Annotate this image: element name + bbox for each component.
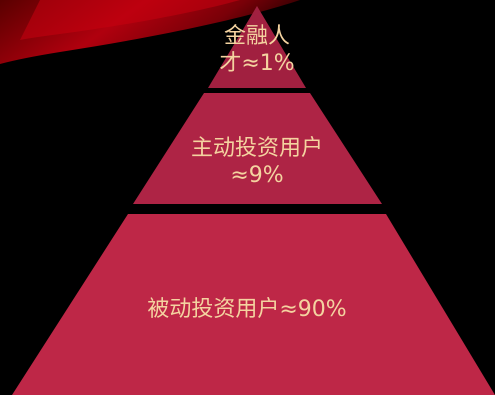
- tier-top-label-line2: 才≈1%: [219, 50, 295, 76]
- tier-middle-label-line1: 主动投资用户: [190, 136, 323, 161]
- tier-bottom-label-line1: 被动投资用户≈90%: [147, 297, 347, 322]
- tier-middle-label: 主动投资用户 ≈9%: [137, 136, 377, 190]
- tier-middle-label-line2: ≈9%: [230, 162, 284, 188]
- pyramid-tier-bottom: [12, 214, 495, 395]
- tier-top-label-line1: 金融人: [223, 24, 290, 49]
- tier-top-label: 金融人 才≈1%: [177, 24, 337, 78]
- pyramid-tier-middle: [133, 93, 382, 204]
- tier-bottom-label: 被动投资用户≈90%: [47, 297, 447, 324]
- decorative-swoosh-highlight: [20, 0, 240, 40]
- pyramid-tier-top: [208, 6, 306, 88]
